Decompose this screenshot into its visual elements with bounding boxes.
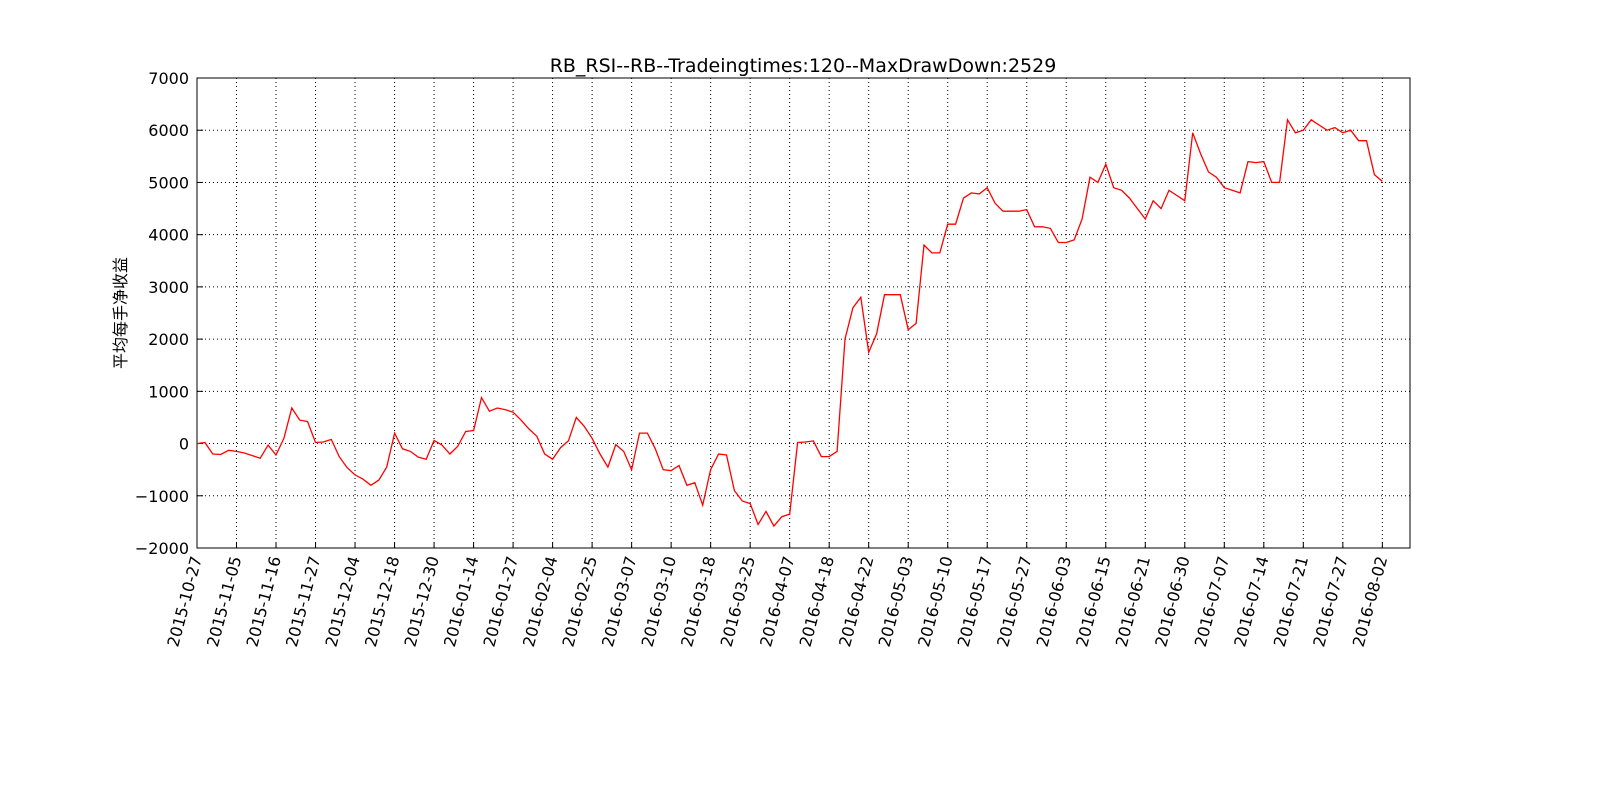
x-tick-label: 2016-03-07 bbox=[598, 554, 640, 649]
plot-frame bbox=[196, 77, 1411, 549]
x-tick-label: 2016-07-27 bbox=[1309, 554, 1351, 649]
x-tick-label: 2016-05-27 bbox=[993, 554, 1035, 649]
x-tick-label: 2016-06-21 bbox=[1112, 554, 1154, 649]
data-line bbox=[196, 117, 1383, 528]
chart-title: RB_RSI--RB--Tradeingtimes:120--MaxDrawDo… bbox=[550, 55, 1057, 77]
x-tick-label: 2016-07-21 bbox=[1270, 554, 1312, 649]
y-tick-label: 5000 bbox=[148, 173, 189, 192]
x-tick-label: 2016-05-17 bbox=[954, 554, 996, 649]
x-tick-label: 2016-05-10 bbox=[914, 554, 956, 649]
x-tick-label: 2016-02-04 bbox=[519, 554, 561, 649]
x-tick-label: 2016-03-18 bbox=[677, 554, 719, 649]
y-tick-label: 7000 bbox=[148, 69, 189, 88]
y-tick-label: 1000 bbox=[148, 382, 189, 401]
x-tick-label: 2015-12-18 bbox=[361, 554, 403, 649]
x-tick-label: 2016-04-22 bbox=[835, 554, 877, 649]
y-tick-label: 0 bbox=[179, 435, 189, 454]
x-tick-label: 2015-11-16 bbox=[242, 554, 284, 649]
x-tick-label: 2016-01-27 bbox=[480, 554, 522, 649]
x-tick-label: 2016-07-07 bbox=[1191, 554, 1233, 649]
y-tick-label: 2000 bbox=[148, 330, 189, 349]
x-tick-label: 2016-06-30 bbox=[1151, 554, 1193, 649]
y-tick-label: 4000 bbox=[148, 226, 189, 245]
x-tick-label: 2016-04-07 bbox=[756, 554, 798, 649]
x-tick-label: 2016-01-14 bbox=[440, 554, 482, 649]
x-tick-label: 2016-03-10 bbox=[638, 554, 680, 649]
x-tick-label: 2016-07-14 bbox=[1230, 554, 1272, 649]
y-tick-label: −2000 bbox=[135, 539, 189, 558]
x-tick-label: 2016-02-25 bbox=[559, 554, 601, 649]
x-tick-label: 2015-12-04 bbox=[321, 554, 363, 649]
y-tick-label: −1000 bbox=[135, 487, 189, 506]
x-tick-label: 2016-08-02 bbox=[1349, 554, 1391, 649]
x-tick-label: 2015-10-27 bbox=[163, 554, 205, 649]
x-tick-label: 2016-05-03 bbox=[875, 554, 917, 649]
x-tick-label: 2016-04-18 bbox=[796, 554, 838, 649]
x-tick-label: 2016-06-03 bbox=[1033, 554, 1075, 649]
y-axis-label: 平均每手净收益 bbox=[111, 257, 130, 369]
x-tick-label: 2016-03-25 bbox=[717, 554, 759, 649]
x-tick-label: 2016-06-15 bbox=[1072, 554, 1114, 649]
x-tick-label: 2015-11-05 bbox=[203, 554, 245, 649]
x-tick-label: 2015-11-27 bbox=[282, 554, 324, 649]
x-tick-label: 2015-12-30 bbox=[401, 554, 443, 649]
y-tick-label: 6000 bbox=[148, 121, 189, 140]
y-tick-label: 3000 bbox=[148, 278, 189, 297]
